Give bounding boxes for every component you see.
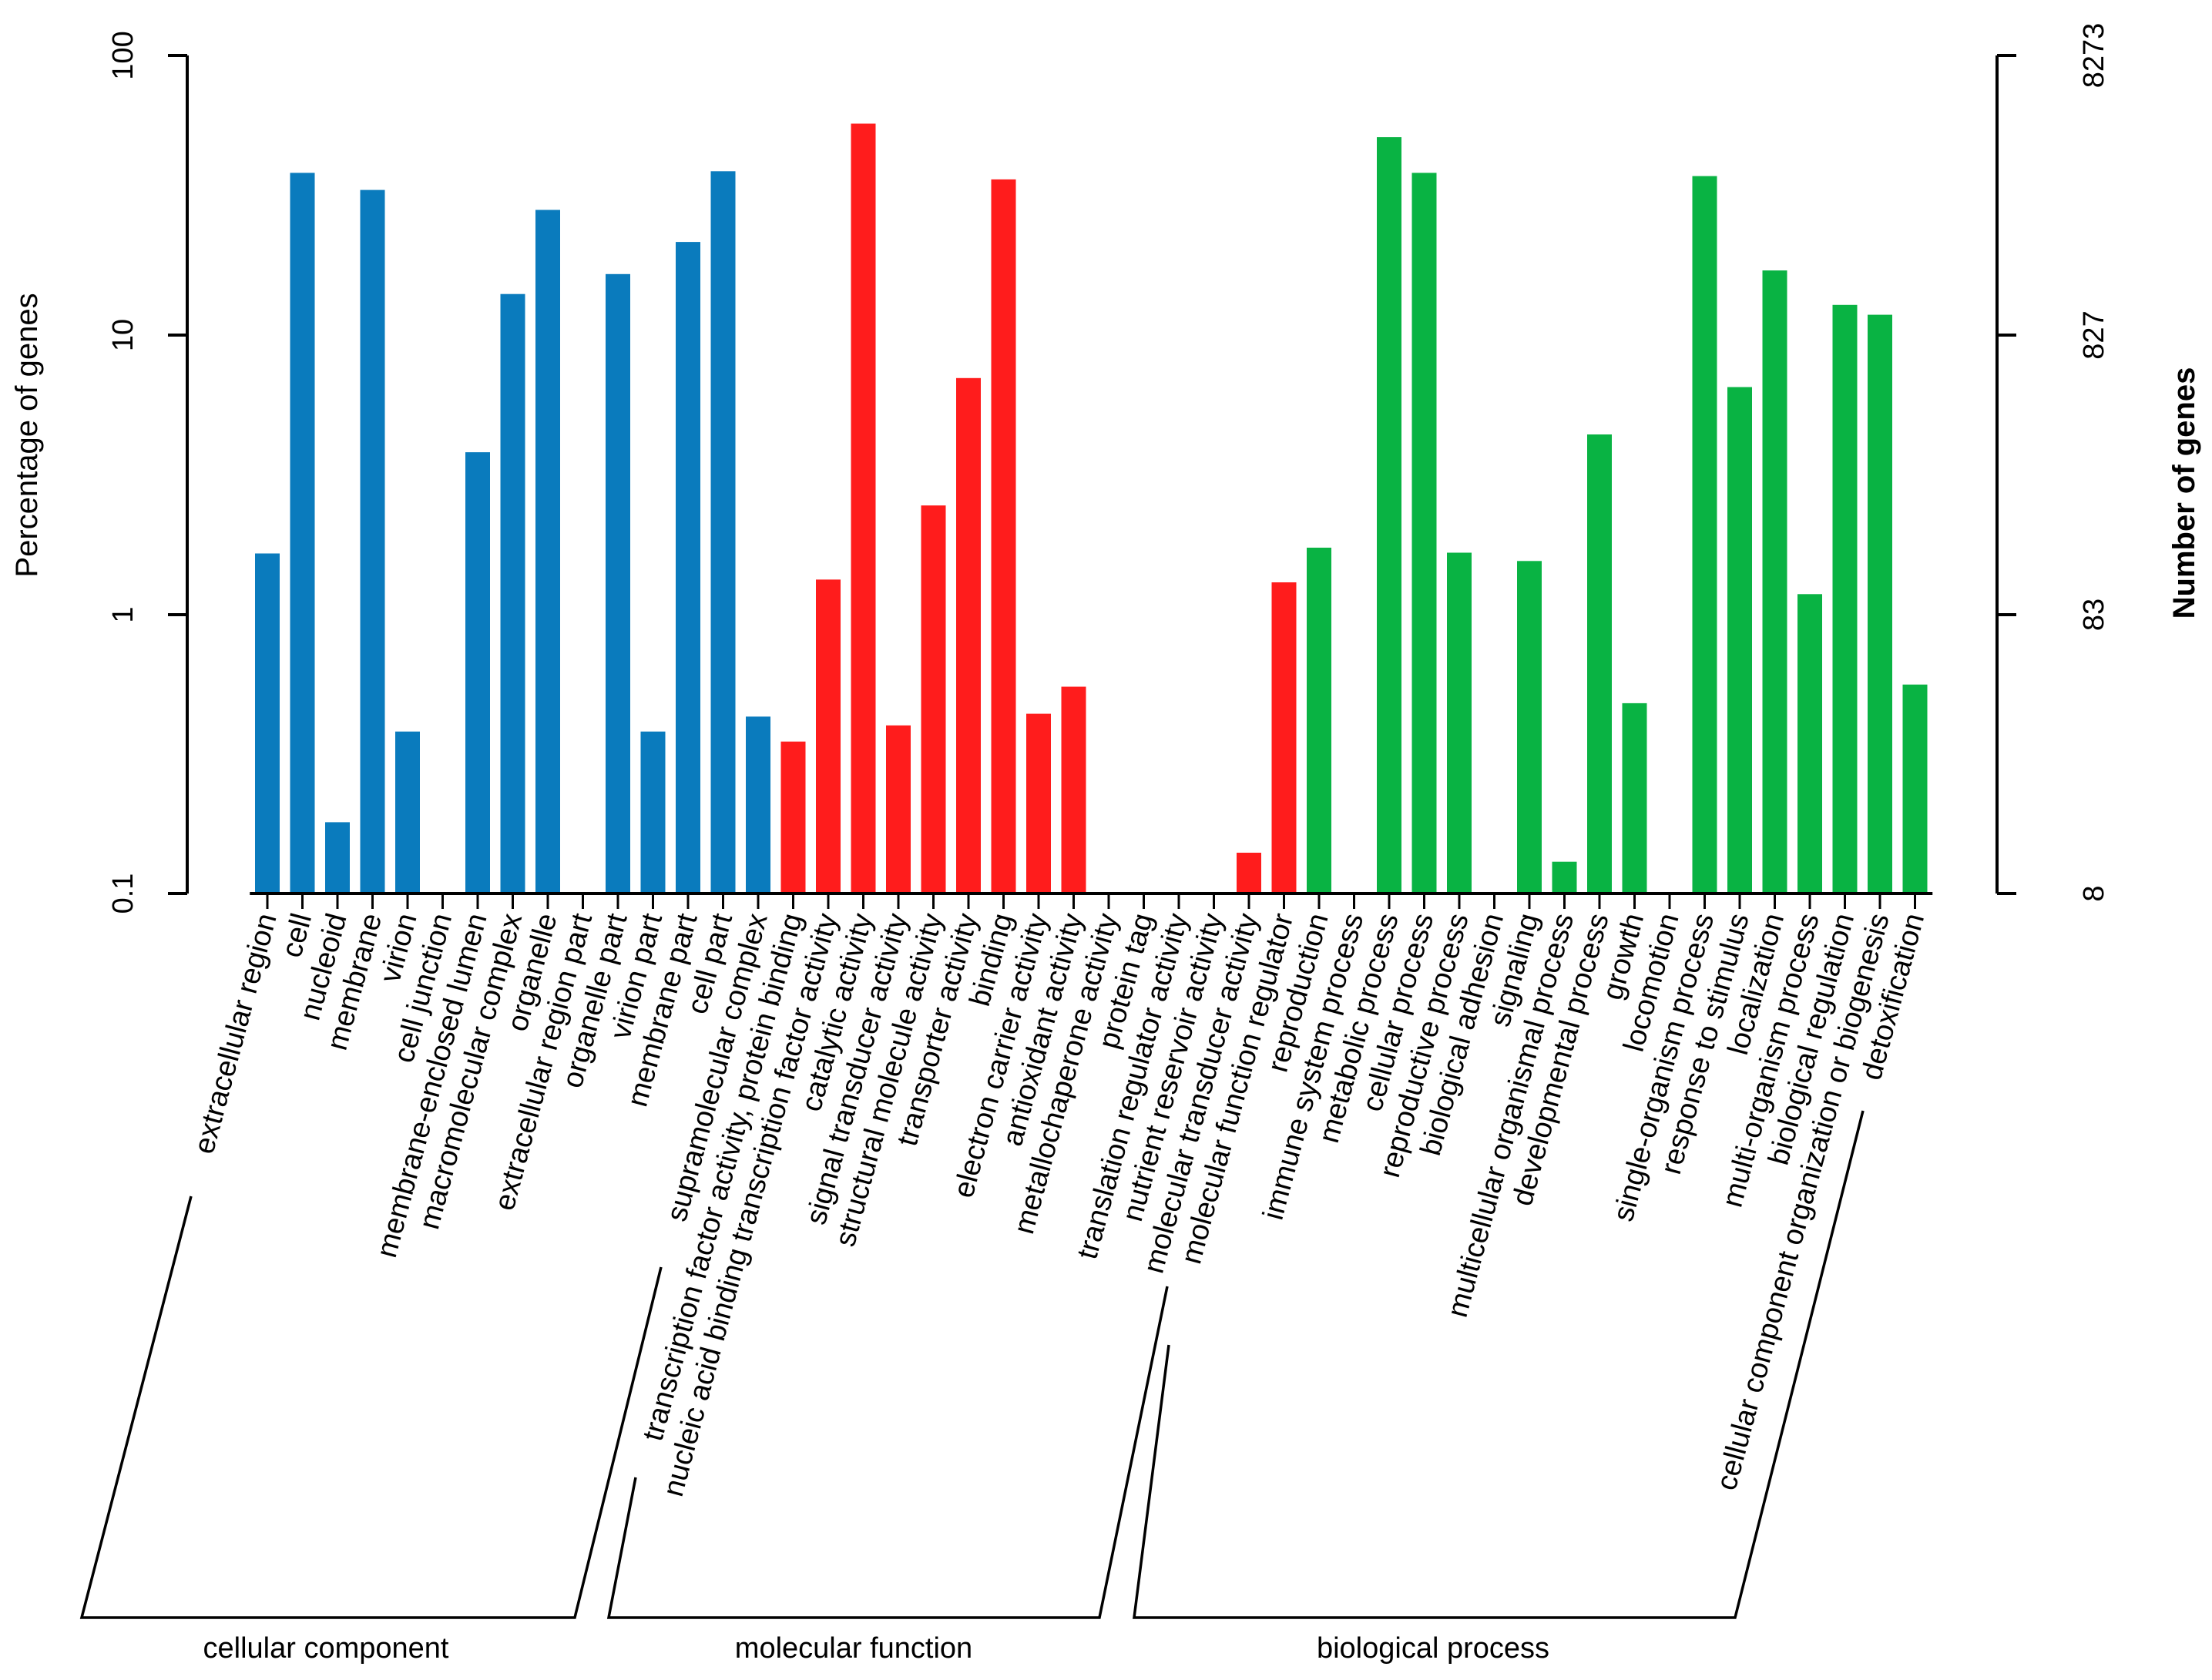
bar-localization	[1762, 270, 1787, 894]
group-label-molecular-function: molecular function	[735, 1632, 972, 1665]
bar-cellular-component-organization-or-biogenesis	[1868, 314, 1892, 894]
bracket-biological-process	[1133, 1110, 1865, 1619]
bar-transporter-activity	[956, 377, 981, 894]
group-brackets: cellular component molecular function biol…	[79, 1110, 1865, 1665]
bar-detoxification	[1902, 684, 1928, 894]
bar-organelle-part	[606, 273, 630, 894]
bar-catalytic-activity	[851, 123, 876, 894]
bar-nucleic-acid-binding-transcription-factor-activity	[816, 579, 841, 894]
bar-multicellular-organismal-process	[1552, 861, 1577, 894]
left-tick-label-100: 100	[107, 31, 139, 79]
bar-reproduction	[1307, 548, 1331, 894]
bracket-cellular-component	[79, 1195, 663, 1619]
bar-virion	[395, 731, 420, 894]
bar-reproductive-process	[1447, 552, 1472, 894]
left-axis: 100 10 1 0.1 Percentage of genes	[10, 31, 189, 914]
category-axis: extracellular regioncellnucleoidmembrane…	[188, 892, 1933, 1500]
bar-cell	[290, 173, 315, 894]
x-tick-label: extracellular region	[188, 910, 284, 1157]
bar-organelle	[535, 210, 560, 894]
bar-extracellular-region	[255, 553, 280, 894]
bracket-molecular-function	[606, 1286, 1169, 1619]
bar-multi-organism-process	[1797, 594, 1822, 894]
bar-membrane-enclosed-lumen	[465, 452, 490, 894]
bar-membrane	[360, 189, 385, 894]
bar-molecular-transducer-activity	[1237, 853, 1261, 894]
bar-biological-regulation	[1832, 304, 1858, 894]
bar-single-organism-process	[1692, 176, 1717, 894]
bar-membrane-part	[676, 242, 700, 894]
bar-signaling	[1517, 561, 1542, 894]
left-axis-title: Percentage of genes	[10, 293, 44, 577]
bar-molecular-function-regulator	[1271, 582, 1297, 894]
bar-signal-transducer-activity	[886, 725, 911, 894]
right-tick-label-8273: 8273	[2078, 23, 2110, 89]
right-tick-label-8: 8	[2078, 885, 2110, 901]
right-axis: 8273 827 83 8 Number of genes	[1995, 23, 2201, 902]
bar-macromolecular-complex	[500, 293, 525, 894]
bars-layer	[255, 123, 1928, 894]
left-tick-label-1: 1	[107, 606, 139, 622]
bar-transcription-factor-activity-protein-binding	[780, 741, 806, 894]
bar-cell-part	[710, 171, 736, 894]
bar-virion-part	[640, 731, 666, 894]
bar-electron-carrier-activity	[1026, 713, 1051, 894]
right-tick-label-83: 83	[2078, 599, 2110, 631]
left-tick-label-0.1: 0.1	[107, 874, 139, 914]
bar-binding	[991, 179, 1016, 894]
bar-growth	[1622, 703, 1647, 894]
bar-response-to-stimulus	[1727, 387, 1752, 894]
bar-supramolecular-complex	[746, 716, 770, 894]
group-label-cellular-component: cellular component	[203, 1632, 449, 1665]
bar-structural-molecule-activity	[921, 505, 946, 894]
right-tick-label-827: 827	[2078, 310, 2110, 359]
bar-nucleoid	[325, 822, 350, 894]
left-tick-label-10: 10	[107, 319, 139, 351]
bar-developmental-process	[1587, 434, 1612, 894]
bar-metabolic-process	[1377, 137, 1401, 894]
bar-antioxidant-activity	[1061, 686, 1086, 894]
bar-cellular-process	[1411, 173, 1437, 894]
group-label-biological-process: biological process	[1317, 1632, 1549, 1665]
right-axis-title: Number of genes	[2167, 367, 2201, 619]
